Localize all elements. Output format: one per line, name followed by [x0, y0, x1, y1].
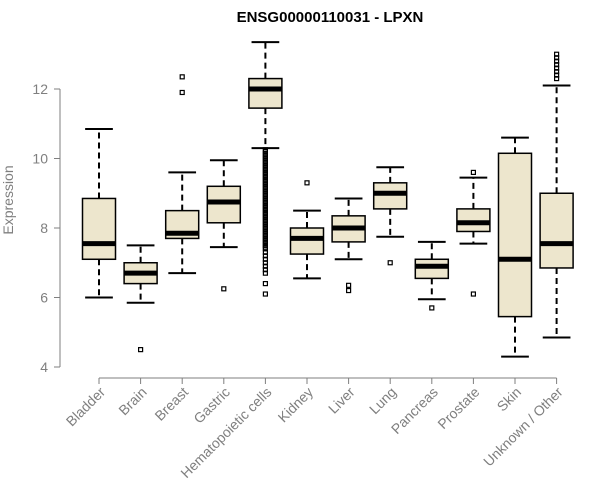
outlier-point	[304, 180, 310, 186]
box-pancreas	[414, 240, 450, 311]
outlier-point	[429, 305, 435, 311]
outlier-point	[262, 281, 268, 287]
x-tick-label: Unknown / Other	[480, 384, 566, 470]
iqr-box	[206, 185, 242, 224]
box-unknown-other	[539, 51, 574, 339]
outlier-point	[138, 347, 144, 353]
box-bladder	[81, 127, 117, 299]
x-tick-label: Liver	[325, 384, 358, 417]
iqr-box	[456, 208, 491, 233]
y-axis: 4 6 8 10 12	[32, 81, 61, 375]
x-tick-label: Skin	[494, 384, 525, 415]
y-tick-label: 12	[32, 81, 48, 97]
outlier-point	[221, 286, 227, 292]
box-liver	[331, 197, 366, 294]
iqr-box	[414, 258, 450, 280]
x-tick-label: Breast	[151, 384, 191, 424]
boxes-group	[81, 41, 574, 358]
box-skin	[497, 136, 533, 358]
outlier-point	[262, 291, 268, 297]
y-tick-label: 4	[40, 359, 48, 375]
y-tick-label: 6	[40, 290, 48, 306]
y-tick-label: 8	[40, 220, 48, 236]
outlier-point	[262, 270, 268, 276]
x-tick-label: Prostate	[434, 384, 482, 432]
outlier-point	[179, 89, 185, 96]
box-prostate	[456, 169, 491, 297]
y-tick-label: 10	[32, 151, 48, 167]
iqr-box	[497, 152, 533, 318]
box-gastric	[206, 159, 242, 292]
box-kidney	[289, 180, 325, 280]
outlier-point	[470, 291, 476, 297]
iqr-box	[372, 182, 408, 210]
iqr-box	[539, 192, 574, 269]
box-brain	[123, 244, 158, 353]
x-tick-label: Kidney	[275, 384, 317, 426]
x-tick-label: Brain	[115, 384, 149, 418]
x-tick-label: Bladder	[63, 384, 109, 430]
outlier-point	[346, 282, 352, 288]
iqr-box	[248, 77, 283, 109]
iqr-box	[81, 197, 117, 261]
outlier-point	[553, 51, 560, 57]
box-lung	[372, 166, 408, 266]
y-axis-label: Expression	[0, 165, 16, 234]
outlier-point	[387, 260, 393, 266]
outlier-point	[179, 74, 185, 80]
outlier-point	[346, 287, 352, 294]
iqr-box	[289, 227, 325, 255]
x-tick-label: Lung	[366, 384, 399, 417]
box-breast	[164, 74, 200, 275]
box-hematopoietic-cells	[248, 41, 283, 297]
outlier-point	[470, 169, 476, 175]
chart-title: ENSG00000110031 - LPXN	[237, 9, 424, 26]
